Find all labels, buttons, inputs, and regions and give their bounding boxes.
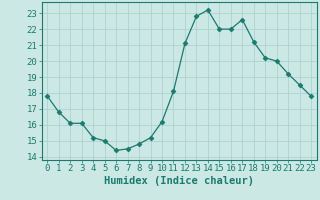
X-axis label: Humidex (Indice chaleur): Humidex (Indice chaleur): [104, 176, 254, 186]
